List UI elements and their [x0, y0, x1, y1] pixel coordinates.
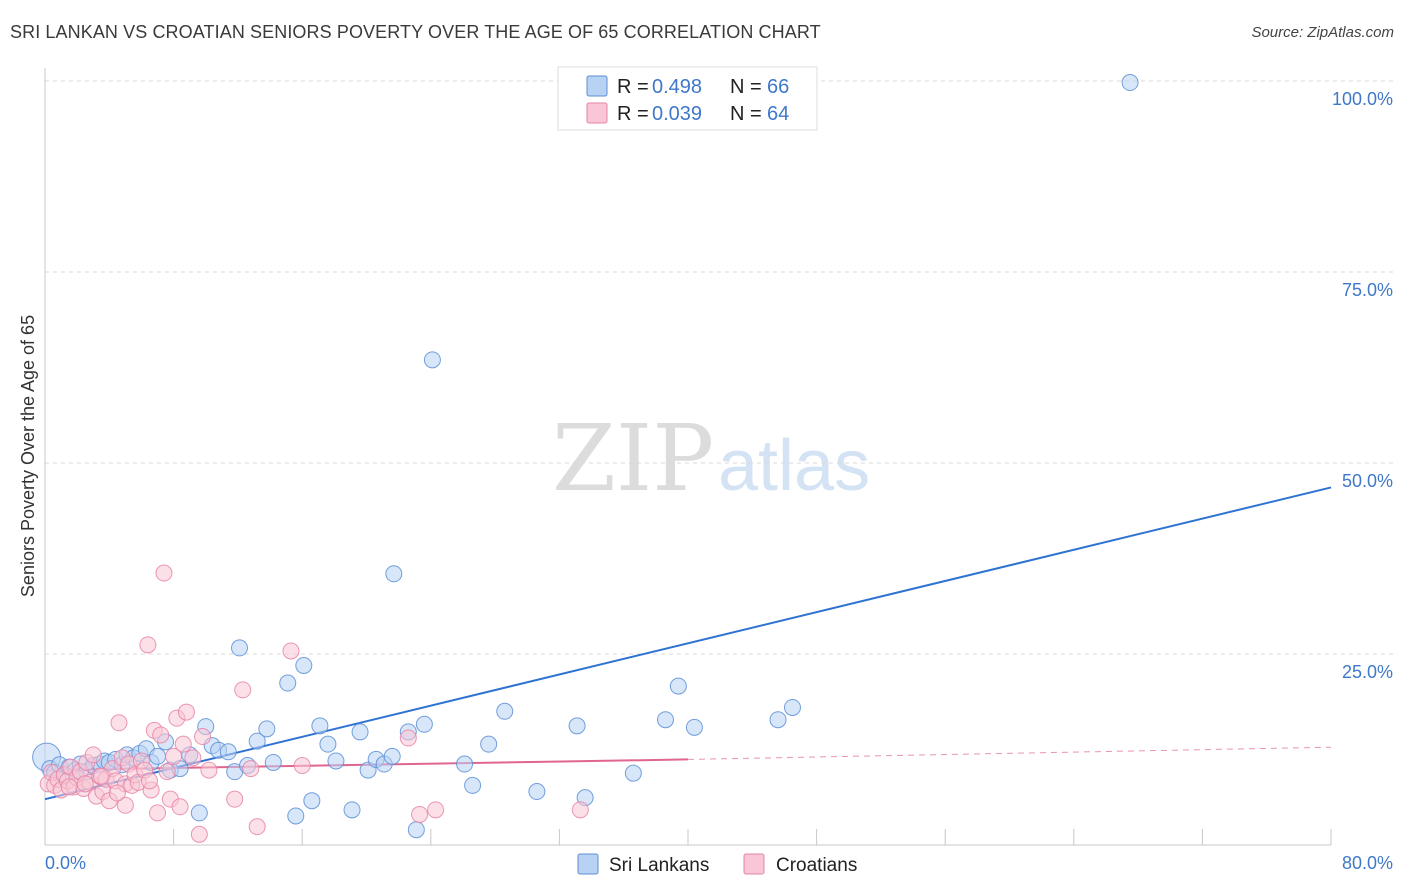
- tick-labels: 25.0% 50.0% 75.0% 100.0% 0.0% 80.0%: [45, 89, 1393, 873]
- data-point: [783, 698, 801, 716]
- data-point: [385, 565, 403, 583]
- chart-source: Source: ZipAtlas.com: [1251, 24, 1394, 41]
- data-point: [200, 761, 218, 779]
- data-point: [194, 728, 212, 746]
- watermark-atlas: atlas: [718, 426, 870, 506]
- data-point: [184, 749, 202, 767]
- data-point: [427, 801, 445, 819]
- y-axis-title: Seniors Poverty Over the Age of 65: [18, 315, 38, 597]
- data-point: [76, 775, 94, 793]
- data-point: [411, 805, 429, 823]
- data-point: [568, 717, 586, 735]
- trend-line-extension: [687, 746, 1332, 760]
- data-point: [190, 825, 208, 843]
- data-point: [311, 717, 329, 735]
- data-point: [149, 747, 167, 765]
- data-point: [155, 564, 173, 582]
- data-point: [60, 778, 78, 796]
- legend-r-label-croatians: R =: [617, 103, 649, 125]
- watermark-zip: ZIP: [552, 405, 714, 512]
- data-point: [399, 729, 417, 747]
- data-point: [327, 752, 345, 770]
- axes: [44, 68, 1332, 846]
- data-point: [624, 764, 642, 782]
- data-point: [242, 760, 260, 778]
- data-point: [149, 804, 167, 822]
- data-point: [92, 767, 110, 785]
- legend-n-value-sri-lankans: 66: [767, 76, 789, 98]
- data-point: [456, 755, 474, 773]
- legend-r-label-sri-lankans: R =: [617, 76, 649, 98]
- y-tick-label: 75.0%: [1342, 280, 1393, 300]
- data-point: [258, 720, 276, 738]
- data-point: [174, 735, 192, 753]
- data-point: [165, 747, 183, 765]
- data-point: [415, 715, 433, 733]
- data-point: [685, 718, 703, 736]
- data-point: [190, 804, 208, 822]
- data-point: [226, 790, 244, 808]
- bottom-legend-swatch-croatians: [743, 853, 765, 875]
- data-points: [32, 74, 1139, 843]
- data-point: [287, 807, 305, 825]
- bottom-legend-label-croatians: Croatians: [776, 855, 857, 876]
- data-point: [407, 821, 425, 839]
- data-point: [282, 642, 300, 660]
- data-point: [351, 723, 369, 741]
- data-point: [528, 783, 546, 801]
- data-point: [293, 757, 311, 775]
- data-point: [383, 747, 401, 765]
- legend-r-value-sri-lankans: 0.498: [652, 76, 702, 98]
- data-point: [769, 711, 787, 729]
- legend-swatch-croatians: [586, 102, 608, 124]
- legend-n-label-croatians: N =: [730, 103, 762, 125]
- bottom-legend: Sri Lankans Croatians: [577, 853, 857, 876]
- data-point: [571, 801, 589, 819]
- series-croatians: [39, 564, 589, 843]
- legend-n-label-sri-lankans: N =: [730, 76, 762, 98]
- data-point: [158, 763, 176, 781]
- y-tick-label: 50.0%: [1342, 471, 1393, 491]
- data-point: [139, 636, 157, 654]
- data-point: [656, 711, 674, 729]
- chart-title: SRI LANKAN VS CROATIAN SENIORS POVERTY O…: [10, 22, 821, 42]
- legend-r-value-croatians: 0.039: [652, 103, 702, 125]
- data-point: [669, 677, 687, 695]
- data-point: [171, 798, 189, 816]
- legend: R = 0.498 N = 66 R = 0.039 N = 64: [557, 66, 818, 131]
- grid-lines: [45, 80, 1393, 655]
- data-point: [177, 703, 195, 721]
- data-point: [110, 714, 128, 732]
- data-point: [116, 796, 134, 814]
- y-tick-label: 25.0%: [1342, 662, 1393, 682]
- legend-n-value-croatians: 64: [767, 103, 789, 125]
- y-tick-label: 100.0%: [1332, 89, 1393, 109]
- bottom-legend-label-sri-lankans: Sri Lankans: [609, 855, 709, 876]
- data-point: [295, 656, 313, 674]
- x-tick-label-min: 0.0%: [45, 853, 86, 873]
- x-tick-label-max: 80.0%: [1342, 853, 1393, 873]
- data-point: [140, 772, 158, 790]
- data-point: [303, 792, 321, 810]
- data-point: [108, 784, 126, 802]
- bottom-legend-swatch-sri-lankans: [577, 853, 599, 875]
- data-point: [1121, 74, 1139, 92]
- data-point: [480, 735, 498, 753]
- data-point: [234, 681, 252, 699]
- data-point: [84, 746, 102, 764]
- data-point: [264, 753, 282, 771]
- data-point: [343, 801, 361, 819]
- data-point: [248, 732, 266, 750]
- data-point: [219, 743, 237, 761]
- data-point: [279, 674, 297, 692]
- legend-swatch-sri-lankans: [586, 75, 608, 97]
- data-point: [152, 726, 170, 744]
- data-point: [248, 818, 266, 836]
- data-point: [231, 639, 249, 657]
- data-point: [496, 702, 514, 720]
- data-point: [319, 735, 337, 753]
- data-point: [464, 776, 482, 794]
- data-point: [423, 351, 441, 369]
